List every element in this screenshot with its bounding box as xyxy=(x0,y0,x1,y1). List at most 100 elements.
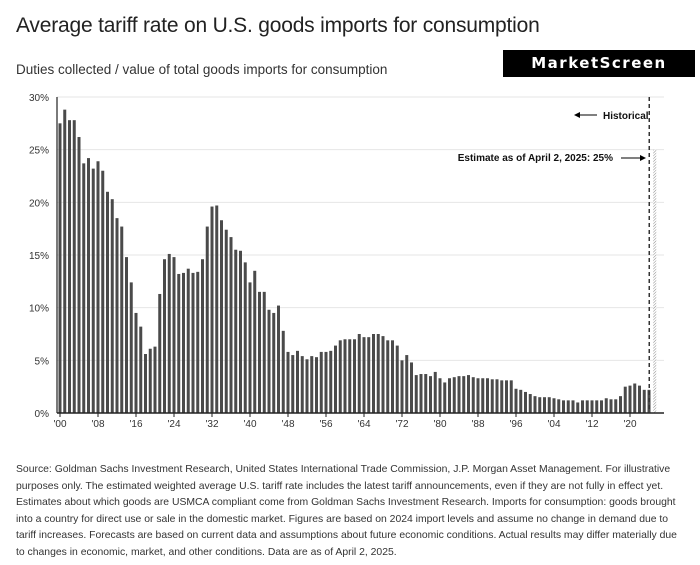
bar-1961 xyxy=(348,339,352,413)
bar-1916 xyxy=(134,312,138,413)
bar-1924 xyxy=(172,257,176,413)
y-tick-label: 10% xyxy=(29,304,49,315)
bar-1952 xyxy=(305,359,309,413)
bar-2011 xyxy=(585,400,589,413)
bar-2021 xyxy=(633,383,637,413)
bars xyxy=(58,109,657,413)
bar-1969 xyxy=(386,340,390,413)
bar-1989 xyxy=(481,378,485,413)
bar-1951 xyxy=(300,356,304,413)
bar-1986 xyxy=(467,375,470,413)
bar-2001 xyxy=(538,397,542,413)
bar-2012 xyxy=(590,400,594,413)
x-tick-label: '40 xyxy=(243,419,256,430)
x-tick-label: '72 xyxy=(395,419,408,430)
bar-1917 xyxy=(139,326,143,413)
bar-1991 xyxy=(490,379,494,413)
bar-1956 xyxy=(324,351,328,413)
bar-1988 xyxy=(476,378,480,413)
bar-1907 xyxy=(91,168,95,413)
bar-1975 xyxy=(414,375,418,413)
bar-1972 xyxy=(400,360,404,413)
bar-1980 xyxy=(438,378,442,413)
bar-1906 xyxy=(87,158,90,413)
bar-1919 xyxy=(148,348,152,413)
bar-1949 xyxy=(291,355,295,413)
y-tick-label: 5% xyxy=(35,356,50,367)
bar-2007 xyxy=(566,400,570,413)
bar-1943 xyxy=(262,291,266,413)
bar-1935 xyxy=(224,229,228,413)
bar-1909 xyxy=(101,170,105,413)
bar-1970 xyxy=(391,340,394,413)
bar-2003 xyxy=(547,397,551,413)
x-tick-label: '12 xyxy=(585,419,598,430)
bar-2020 xyxy=(628,385,632,413)
bar-1926 xyxy=(182,272,185,413)
bar-1942 xyxy=(258,291,261,413)
bar-2010 xyxy=(581,400,584,413)
bar-1945 xyxy=(272,312,276,413)
bar-1941 xyxy=(253,270,257,413)
bar-1903 xyxy=(72,120,76,413)
bar-1938 xyxy=(239,250,242,413)
bar-1904 xyxy=(77,137,81,413)
bar-1960 xyxy=(343,339,347,413)
bar-1950 xyxy=(296,350,299,413)
bar-2005 xyxy=(557,399,561,413)
bar-1999 xyxy=(528,394,532,413)
y-tick-label: 0% xyxy=(35,409,50,420)
bar-1932 xyxy=(210,206,214,413)
bar-1944 xyxy=(267,309,271,413)
x-axis: '00 '08 '16 '24 '32 '40 '48 '56 '64 '72 '80 '88 '96 '… xyxy=(53,412,664,430)
x-tick-label: '32 xyxy=(205,419,218,430)
estimate-label: Estimate as of April 2, 2025: 25% xyxy=(458,153,613,164)
bar-1955 xyxy=(319,351,323,413)
bar-1976 xyxy=(419,374,423,413)
bar-1958 xyxy=(334,345,337,413)
bar-1971 xyxy=(395,345,399,413)
bar-1982 xyxy=(448,378,451,413)
bar-1905 xyxy=(82,163,86,413)
x-tick-label: '56 xyxy=(319,419,332,430)
bar-1920 xyxy=(153,346,157,413)
x-tick-label: '80 xyxy=(433,419,446,430)
bar-1931 xyxy=(205,226,209,413)
x-tick-label: '96 xyxy=(509,419,522,430)
bar-1930 xyxy=(201,259,204,413)
bar-2015 xyxy=(604,398,608,413)
bar-1925 xyxy=(177,273,181,413)
x-tick-label: '48 xyxy=(281,419,294,430)
bar-1948 xyxy=(286,351,290,413)
x-tick-label: '16 xyxy=(129,419,142,430)
bar-1954 xyxy=(315,357,318,413)
x-tick-label: '64 xyxy=(357,419,370,430)
bar-2006 xyxy=(562,400,565,413)
bar-1908 xyxy=(96,161,100,413)
bar-1965 xyxy=(367,337,371,413)
bar-2016 xyxy=(609,399,613,413)
bar-1985 xyxy=(462,376,466,413)
bar-1974 xyxy=(410,362,413,413)
bar-1936 xyxy=(229,237,233,413)
bar-1957 xyxy=(329,350,333,413)
bar-1959 xyxy=(338,340,342,413)
bar-2019 xyxy=(623,386,627,413)
bar-1979 xyxy=(433,371,437,413)
bar-1996 xyxy=(514,388,518,413)
bar-1901 xyxy=(63,109,67,413)
bar-1968 xyxy=(381,336,385,413)
historical-label: Historical xyxy=(603,111,649,122)
bar-1963 xyxy=(357,334,361,413)
bar-1911 xyxy=(110,199,114,413)
bar-1947 xyxy=(281,330,285,413)
bar-1993 xyxy=(500,380,504,413)
bar-2000 xyxy=(533,396,537,413)
y-tick-label: 20% xyxy=(29,198,49,209)
bar-1915 xyxy=(129,282,133,413)
bar-1977 xyxy=(424,374,428,413)
bar-2014 xyxy=(600,400,603,413)
x-tick-label: '00 xyxy=(53,419,66,430)
y-tick-label: 15% xyxy=(29,251,49,262)
bar-1939 xyxy=(243,262,247,413)
